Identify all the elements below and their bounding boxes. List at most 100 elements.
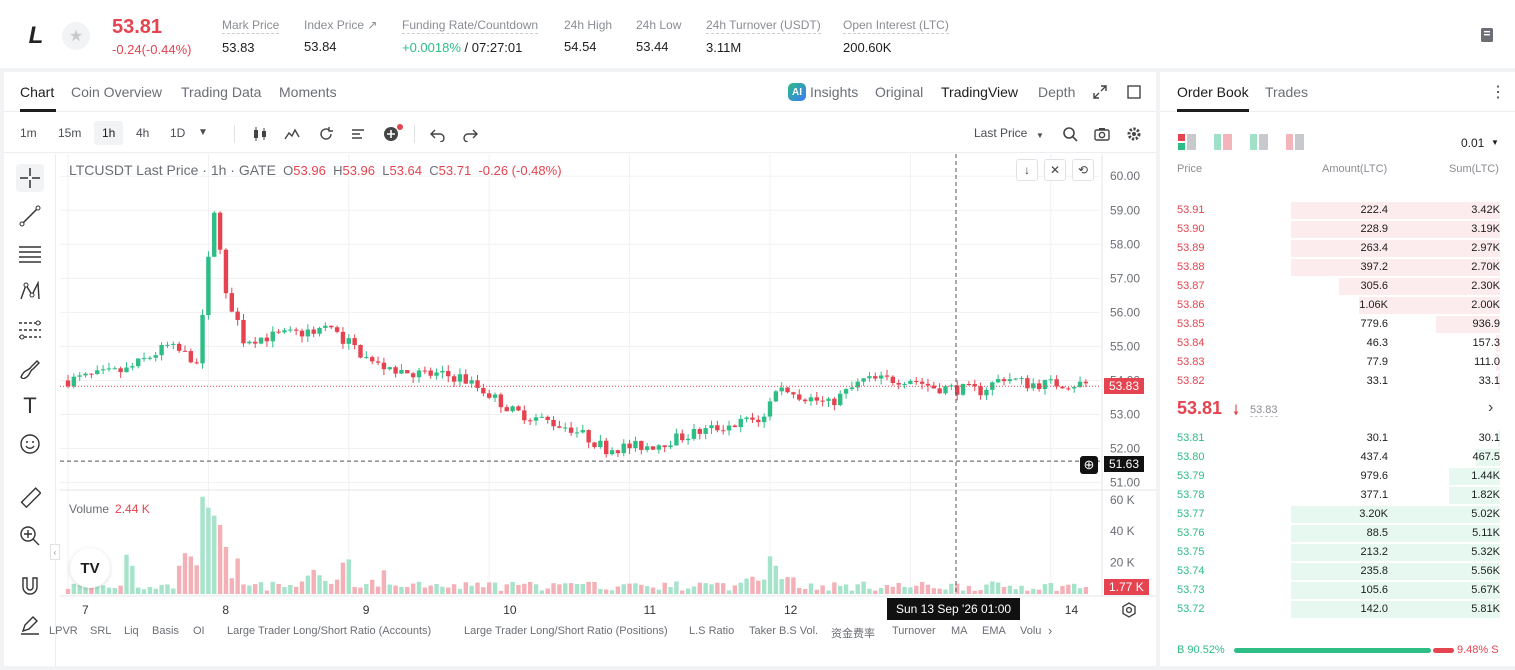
- redo-icon[interactable]: [462, 126, 478, 142]
- view-asks-bids-icon[interactable]: [1214, 134, 1232, 150]
- bid-row[interactable]: 53.76 88.5 5.11K: [1160, 524, 1510, 543]
- settings-gear-icon[interactable]: [1126, 126, 1142, 142]
- collapse-icon[interactable]: ✕: [1044, 159, 1066, 181]
- pencil-lock-icon[interactable]: [16, 610, 44, 638]
- add-order-plus-icon[interactable]: ⊕: [1080, 456, 1098, 474]
- indicator-ma[interactable]: MA: [951, 625, 968, 637]
- indicator-turnover[interactable]: Turnover: [892, 625, 936, 637]
- view-bids-icon[interactable]: [1250, 134, 1268, 150]
- indicator-ema[interactable]: EMA: [982, 625, 1006, 637]
- expand-icon[interactable]: [1093, 85, 1107, 99]
- indicator-ls-accounts[interactable]: Large Trader Long/Short Ratio (Accounts): [227, 625, 432, 637]
- bid-row[interactable]: 53.81 30.1 30.1: [1160, 429, 1510, 448]
- view-original[interactable]: Original: [875, 84, 924, 100]
- timeframe-1d[interactable]: 1D: [170, 126, 186, 140]
- replay-icon[interactable]: [318, 126, 334, 142]
- precision-chevron-icon[interactable]: ▼: [1491, 138, 1499, 147]
- candle-type-icon[interactable]: [252, 126, 268, 142]
- more-options-icon[interactable]: ⋮: [1490, 84, 1506, 101]
- magnet-icon[interactable]: [16, 572, 44, 600]
- tradingview-logo-icon[interactable]: TV: [70, 548, 110, 588]
- text-tool-icon[interactable]: T: [23, 393, 37, 418]
- bid-row[interactable]: 53.75 213.2 5.32K: [1160, 543, 1510, 562]
- templates-icon[interactable]: [350, 126, 366, 142]
- brush-icon[interactable]: [16, 354, 44, 382]
- ask-row[interactable]: 53.86 1.06K 2.00K: [1160, 296, 1510, 315]
- collapse-toolbar-icon[interactable]: ‹: [50, 544, 60, 560]
- indicator-lpvr[interactable]: LPVR: [49, 625, 78, 637]
- timeframe-dropdown-icon[interactable]: ▼: [198, 127, 208, 138]
- ask-row[interactable]: 53.91 222.4 3.42K: [1160, 201, 1510, 220]
- indicator-next-icon[interactable]: ›: [1048, 623, 1053, 638]
- timeframe-15m[interactable]: 15m: [58, 126, 82, 140]
- bid-row[interactable]: 53.73 105.6 5.67K: [1160, 581, 1510, 600]
- tab-order-book[interactable]: Order Book: [1177, 84, 1249, 100]
- stat-index-price[interactable]: Index Price ↗ 53.84: [304, 18, 378, 54]
- stat-mark-price[interactable]: Mark Price 53.83: [222, 18, 280, 55]
- ask-row[interactable]: 53.85 779.6 936.9: [1160, 315, 1510, 334]
- indicator-funding-rate[interactable]: 资金费率: [831, 628, 875, 640]
- zoom-in-icon[interactable]: [16, 522, 44, 550]
- view-asks-icon[interactable]: [1286, 134, 1304, 150]
- favorite-star-icon[interactable]: ★: [62, 22, 90, 50]
- book-icon[interactable]: [1478, 26, 1496, 44]
- ask-row[interactable]: 53.90 228.9 3.19K: [1160, 220, 1510, 239]
- price-chart[interactable]: 60.0059.0058.0057.0056.0055.0054.0053.00…: [60, 154, 1156, 620]
- scroll-down-icon[interactable]: ↓: [1016, 159, 1038, 181]
- timeframe-4h[interactable]: 4h: [136, 126, 150, 140]
- bid-row[interactable]: 53.79 979.6 1.44K: [1160, 467, 1510, 486]
- price-type-select[interactable]: Last Price: [974, 126, 1028, 140]
- ask-row[interactable]: 53.88 397.2 2.70K: [1160, 258, 1510, 277]
- bid-row[interactable]: 53.80 437.4 467.5: [1160, 448, 1510, 467]
- indicator-srl[interactable]: SRL: [90, 625, 112, 637]
- tab-trades[interactable]: Trades: [1265, 84, 1309, 100]
- horizontal-lines-icon[interactable]: [16, 240, 44, 268]
- timeframe-1h[interactable]: 1h: [94, 121, 124, 145]
- timeframe-1m[interactable]: 1m: [20, 126, 37, 140]
- price-type-chevron-icon[interactable]: ▼: [1036, 131, 1044, 140]
- indicator-taker-vol[interactable]: Taker B.S Vol.: [749, 625, 819, 637]
- indicator-ls-positions[interactable]: Large Trader Long/Short Ratio (Positions…: [464, 625, 668, 637]
- stat-funding-rate[interactable]: Funding Rate/Countdown +0.0018% / 07:27:…: [402, 18, 539, 55]
- view-depth[interactable]: Depth: [1038, 84, 1076, 100]
- precision-select[interactable]: 0.01: [1461, 136, 1485, 150]
- tab-chart[interactable]: Chart: [20, 84, 55, 100]
- trend-line-icon[interactable]: [16, 202, 44, 230]
- indicator-basis[interactable]: Basis: [152, 625, 179, 637]
- stat-open-interest[interactable]: Open Interest (LTC) 200.60K: [843, 18, 949, 55]
- chart-settings-icon[interactable]: [1120, 601, 1138, 619]
- ruler-icon[interactable]: [16, 484, 44, 512]
- emoji-icon[interactable]: [16, 430, 44, 458]
- indicator-ls-ratio[interactable]: L.S Ratio: [689, 625, 735, 637]
- mid-mark-price[interactable]: 53.83: [1250, 404, 1278, 417]
- undo-icon[interactable]: [430, 126, 446, 142]
- ask-row[interactable]: 53.84 46.3 157.3: [1160, 334, 1510, 353]
- search-icon[interactable]: [1062, 126, 1078, 142]
- indicators-icon[interactable]: [284, 126, 300, 142]
- bid-row[interactable]: 53.74 235.8 5.56K: [1160, 562, 1510, 581]
- ask-row[interactable]: 53.83 77.9 111.0: [1160, 353, 1510, 372]
- crosshair-icon[interactable]: [16, 164, 44, 192]
- window-icon[interactable]: [1127, 85, 1141, 99]
- ask-row[interactable]: 53.82 33.1 33.1: [1160, 372, 1510, 391]
- ask-row[interactable]: 53.89 263.4 2.97K: [1160, 239, 1510, 258]
- indicator-oi[interactable]: OI: [193, 625, 205, 637]
- mid-chevron-icon[interactable]: ›: [1488, 399, 1494, 416]
- ask-row[interactable]: 53.87 305.6 2.30K: [1160, 277, 1510, 296]
- view-tradingview[interactable]: TradingView: [941, 84, 1019, 100]
- tab-trading-data[interactable]: Trading Data: [181, 84, 262, 100]
- camera-icon[interactable]: [1094, 126, 1110, 142]
- bid-row[interactable]: 53.78 377.1 1.82K: [1160, 486, 1510, 505]
- refresh-icon[interactable]: ⟲: [1072, 159, 1094, 181]
- add-alert-icon[interactable]: [382, 124, 404, 142]
- tab-coin-overview[interactable]: Coin Overview: [71, 84, 163, 100]
- bid-row[interactable]: 53.72 142.0 5.81K: [1160, 600, 1510, 619]
- indicator-liq[interactable]: Liq: [124, 625, 139, 637]
- view-insights[interactable]: Insights: [810, 84, 859, 100]
- fib-retracement-icon[interactable]: [16, 316, 44, 344]
- indicator-volume[interactable]: Volu: [1020, 625, 1042, 637]
- view-both-icon[interactable]: [1178, 134, 1196, 150]
- tab-moments[interactable]: Moments: [279, 84, 337, 100]
- bid-row[interactable]: 53.77 3.20K 5.02K: [1160, 505, 1510, 524]
- pattern-icon[interactable]: [16, 278, 44, 306]
